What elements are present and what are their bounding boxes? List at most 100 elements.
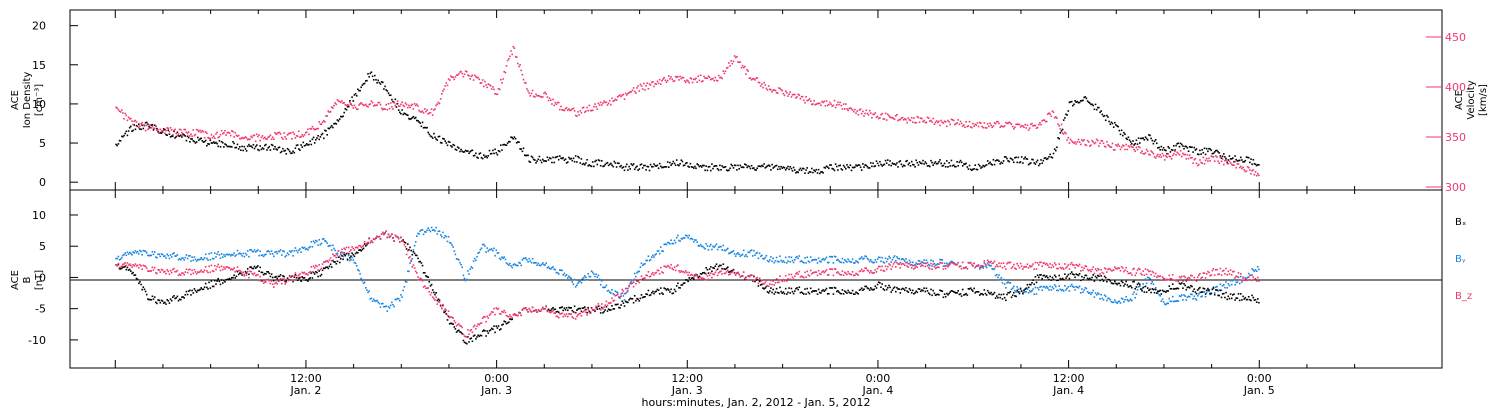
- point-by-58-3: [1040, 285, 1042, 288]
- point-density-17-5: [391, 98, 393, 101]
- point-density-5-13: [209, 139, 212, 142]
- point-by-29-13: [590, 270, 593, 272]
- point-density-8-5: [248, 143, 250, 146]
- point-bz-12-5: [311, 271, 314, 273]
- point-density-16-7: [377, 79, 379, 82]
- point-by-19-10: [428, 229, 431, 231]
- point-by-8-11: [254, 251, 257, 253]
- point-bx-61-8: [1093, 280, 1096, 282]
- point-bx-34-12: [669, 291, 671, 293]
- point-density-4-1: [180, 134, 182, 137]
- point-density-23-13: [495, 152, 498, 154]
- point-velocity-5-1: [195, 128, 198, 131]
- point-bx-33-5: [645, 293, 647, 295]
- point-by-39-13: [749, 250, 752, 252]
- point-bx-10-8: [283, 275, 285, 278]
- point-velocity-2-7: [155, 125, 157, 127]
- point-density-54-13: [988, 162, 990, 165]
- point-by-44-5: [820, 261, 822, 263]
- point-bx-71-12: [1257, 298, 1259, 300]
- point-by-45-8: [839, 261, 841, 263]
- point-bx-19-5: [422, 272, 425, 274]
- point-density-38-3: [722, 166, 725, 169]
- point-by-39-6: [741, 253, 744, 256]
- point-velocity-40-8: [759, 85, 762, 87]
- point-bx-32-7: [631, 298, 634, 300]
- point-density-18-4: [405, 113, 408, 116]
- point-by-60-4: [1073, 286, 1075, 288]
- point-bx-37-13: [717, 265, 720, 268]
- point-velocity-9-10: [269, 134, 272, 137]
- point-velocity-21-4: [453, 78, 456, 81]
- point-bz-46-7: [854, 274, 856, 277]
- point-velocity-58-6: [1043, 119, 1046, 121]
- point-bx-12-5: [311, 277, 314, 279]
- point-velocity-69-7: [1219, 156, 1222, 159]
- point-density-48-13: [892, 163, 895, 165]
- point-by-57-6: [1027, 292, 1030, 294]
- point-bx-21-0: [448, 323, 451, 325]
- point-velocity-38-7: [727, 66, 729, 69]
- point-density-37-7: [711, 163, 713, 165]
- point-velocity-58-3: [1040, 123, 1042, 126]
- point-bx-64-13: [1146, 287, 1149, 289]
- point-bz-4-10: [190, 273, 192, 276]
- point-by-27-13: [559, 269, 561, 271]
- point-velocity-48-3: [881, 112, 883, 115]
- point-velocity-70-1: [1228, 160, 1231, 163]
- point-bx-21-3: [452, 323, 454, 325]
- point-bx-44-9: [824, 289, 827, 291]
- point-by-56-5: [1010, 288, 1013, 291]
- point-by-6-1: [211, 257, 214, 260]
- point-bz-18-1: [402, 240, 404, 243]
- point-density-49-13: [908, 162, 911, 164]
- point-velocity-6-8: [219, 133, 222, 136]
- point-by-1-0: [131, 254, 133, 256]
- point-bx-62-12: [1114, 280, 1116, 283]
- point-density-69-6: [1218, 152, 1220, 154]
- point-density-4-7: [186, 135, 189, 138]
- point-bx-33-10: [651, 292, 653, 294]
- point-density-57-7: [1028, 162, 1031, 165]
- point-bz-38-5: [724, 272, 727, 275]
- point-velocity-17-8: [394, 104, 397, 107]
- point-bz-21-9: [459, 324, 461, 327]
- point-velocity-34-4: [660, 83, 662, 85]
- point-velocity-25-2: [514, 55, 517, 58]
- point-velocity-68-2: [1198, 163, 1200, 166]
- point-bz-51-9: [935, 266, 938, 269]
- point-bx-21-1: [450, 322, 452, 325]
- point-bx-43-1: [799, 291, 802, 294]
- point-velocity-64-8: [1141, 150, 1143, 152]
- point-density-54-5: [979, 165, 981, 167]
- point-velocity-25-5: [518, 65, 520, 68]
- point-density-50-13: [924, 161, 927, 163]
- point-density-43-0: [798, 169, 801, 171]
- point-velocity-57-1: [1022, 125, 1024, 127]
- point-density-23-6: [487, 155, 490, 157]
- xtick-date-3: Jan. 4: [861, 384, 893, 397]
- point-bz-51-2: [927, 266, 930, 269]
- point-by-41-10: [778, 261, 780, 263]
- point-velocity-53-3: [960, 122, 963, 125]
- point-by-19-1: [418, 233, 420, 235]
- point-bz-46-8: [855, 272, 857, 275]
- point-velocity-7-10: [237, 134, 240, 137]
- point-by-59-9: [1062, 290, 1065, 292]
- point-velocity-37-13: [717, 74, 720, 77]
- point-by-63-6: [1123, 301, 1125, 303]
- point-bz-25-9: [522, 307, 525, 310]
- point-velocity-32-12: [637, 85, 639, 87]
- point-density-60-2: [1070, 100, 1073, 103]
- point-velocity-14-7: [345, 104, 348, 107]
- point-bx-21-2: [451, 322, 453, 325]
- point-bx-67-4: [1184, 284, 1186, 287]
- point-by-71-7: [1251, 268, 1253, 270]
- point-bx-56-7: [1013, 291, 1015, 294]
- point-velocity-49-9: [904, 118, 906, 120]
- point-density-65-4: [1152, 142, 1155, 145]
- point-by-48-10: [889, 257, 891, 259]
- point-bz-37-7: [711, 276, 713, 279]
- point-bz-51-5: [931, 268, 933, 270]
- point-velocity-55-5: [994, 122, 997, 125]
